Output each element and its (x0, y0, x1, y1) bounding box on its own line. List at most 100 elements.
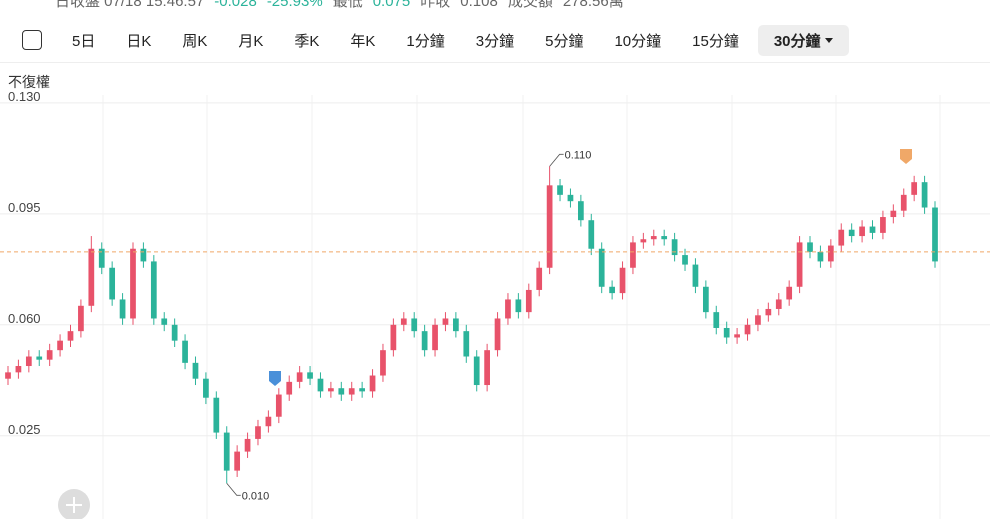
candle-body (265, 416, 272, 427)
candle-body (765, 308, 772, 316)
candle-body (494, 318, 501, 351)
annotation-label: 0.010 (242, 490, 270, 502)
candle-body (421, 331, 428, 351)
period-tab[interactable]: 月K (238, 32, 264, 50)
candle-body (692, 264, 699, 287)
candle-body (838, 229, 845, 246)
candle-body (400, 318, 407, 325)
candle-body (453, 318, 459, 332)
candle-body (161, 318, 168, 325)
period-tab[interactable]: 年K (350, 32, 376, 50)
candle-body (682, 255, 688, 265)
period-tab[interactable]: 10分鐘 (614, 32, 662, 50)
candle-body (192, 362, 199, 379)
chart-icon[interactable] (22, 30, 42, 50)
candle-body (317, 378, 324, 392)
candle-body (78, 305, 84, 332)
candle-body (598, 248, 605, 287)
candle-body (702, 286, 709, 313)
candle-body (223, 432, 230, 471)
candle-body (98, 248, 105, 268)
candle-body (588, 220, 595, 249)
period-tab[interactable]: 3分鐘 (475, 32, 515, 50)
candle-body (640, 239, 647, 243)
candle-body (484, 350, 490, 386)
candle-body (723, 327, 730, 338)
candle-body (25, 356, 32, 367)
y-tick-label: 0.025 (8, 422, 41, 437)
candle-body (557, 185, 563, 195)
candle-body (338, 388, 345, 395)
period-tab[interactable]: 30分鐘 (757, 24, 849, 56)
candle-body (817, 251, 824, 262)
candle-body (307, 372, 313, 379)
candle-body (921, 182, 928, 208)
candle-body (140, 248, 147, 262)
period-tab[interactable]: 1分鐘 (406, 32, 445, 50)
header-item: 成交額 (507, 0, 553, 10)
header-item: 昨收 (420, 0, 451, 10)
candle-body (536, 267, 543, 290)
candle-body (15, 366, 22, 373)
candle-body (244, 438, 251, 452)
candle-body (88, 248, 95, 306)
period-tab[interactable]: 5分鐘 (545, 32, 584, 50)
candle-body (567, 194, 574, 202)
chart-subtitle: 不復權 (8, 74, 50, 90)
candle-body (328, 388, 334, 392)
candle-body (734, 334, 740, 338)
candle-body (411, 318, 418, 332)
period-tabs: 5日 日K 周K 月K 季K 年K 1分鐘 3分鐘 5分鐘 10分鐘 15分鐘 30分鐘 (22, 24, 950, 56)
period-tab[interactable]: 周K (182, 32, 208, 50)
header-item: -0.028 (214, 0, 257, 10)
candle-body (890, 210, 897, 218)
period-tab[interactable]: 15分鐘 (692, 32, 739, 50)
candle-body (713, 312, 720, 328)
header-item: 0.108 (460, 0, 498, 10)
candle-body (578, 201, 584, 221)
candle-body (473, 356, 480, 386)
period-tab[interactable]: 5日 (72, 32, 96, 50)
candle-body (286, 381, 293, 395)
candle-body (880, 217, 886, 233)
candle-body (827, 245, 834, 262)
period-tab[interactable]: 日K (126, 32, 152, 50)
candle-body (859, 226, 865, 237)
candle-body (213, 397, 220, 433)
candle-body (130, 248, 136, 319)
candle-body (744, 324, 751, 335)
candle-body (275, 394, 282, 417)
candle-body (390, 324, 397, 351)
candle-body (150, 261, 157, 319)
header-item: -25.93% (266, 0, 323, 10)
candle-body (869, 226, 876, 233)
candle-body (848, 229, 855, 237)
annotation-leader (549, 153, 564, 167)
annotation-leader (226, 483, 241, 496)
y-tick-label: 0.060 (8, 311, 41, 326)
candle-body (525, 289, 532, 313)
candle-body (546, 185, 553, 268)
candle-body (775, 299, 782, 309)
candle-body (911, 182, 918, 195)
candle-body (661, 236, 668, 240)
candle-body (296, 372, 303, 382)
candle-body (67, 331, 74, 341)
candle-body (630, 242, 636, 268)
annotation-label: 0.110 (565, 149, 592, 161)
candle-body (786, 286, 793, 300)
header-item: 278.56萬 (562, 0, 624, 10)
candle-body (432, 324, 438, 351)
candle-body (671, 239, 678, 256)
candle-body (5, 372, 11, 379)
candle-body (380, 350, 386, 376)
candle-body (755, 315, 761, 325)
header-item: 0.075 (372, 0, 411, 10)
candle-body (46, 350, 53, 360)
period-tab[interactable]: 季K (294, 32, 320, 50)
candle-body (171, 324, 178, 341)
candle-body (796, 242, 803, 287)
candle-body (119, 299, 126, 319)
